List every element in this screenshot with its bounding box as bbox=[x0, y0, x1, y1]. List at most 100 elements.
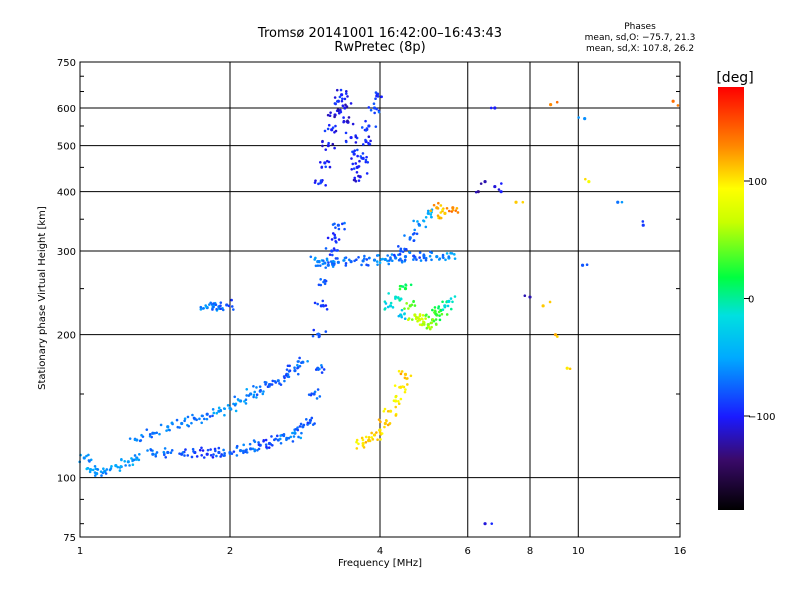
scatter-point bbox=[283, 379, 286, 383]
scatter-point bbox=[321, 299, 325, 303]
scatter-point bbox=[330, 128, 334, 132]
scatter-point bbox=[351, 162, 355, 166]
scatter-point bbox=[523, 294, 527, 298]
scatter-point bbox=[354, 162, 358, 165]
x-tick-label: 16 bbox=[674, 546, 687, 557]
scatter-point bbox=[212, 411, 216, 415]
scatter-point bbox=[412, 239, 416, 243]
scatter-point bbox=[304, 418, 308, 421]
scatter-point bbox=[397, 402, 401, 406]
scatter-point bbox=[333, 115, 336, 119]
scatter-point bbox=[378, 431, 382, 434]
scatter-point bbox=[242, 443, 245, 447]
scatter-point bbox=[398, 284, 402, 288]
scatter-point bbox=[199, 308, 203, 311]
y-tick-label: 200 bbox=[57, 331, 76, 342]
scatter-point bbox=[406, 383, 409, 386]
scatter-point bbox=[354, 135, 358, 139]
scatter-point bbox=[252, 393, 256, 397]
scatter-point bbox=[317, 182, 320, 186]
scatter-point bbox=[159, 423, 163, 427]
scatter-point bbox=[308, 418, 313, 422]
scatter-point bbox=[212, 305, 215, 309]
scatter-point bbox=[372, 106, 377, 110]
scatter-point bbox=[334, 239, 337, 243]
scatter-point bbox=[368, 142, 372, 146]
scatter-point bbox=[332, 263, 335, 267]
scatter-point bbox=[162, 453, 166, 457]
scatter-point bbox=[337, 238, 341, 241]
scatter-point bbox=[342, 259, 345, 262]
scatter-point bbox=[556, 335, 559, 338]
scatter-point bbox=[327, 123, 331, 127]
scatter-point bbox=[400, 314, 403, 317]
scatter-point bbox=[140, 433, 143, 437]
scatter-point bbox=[424, 258, 428, 262]
scatter-point bbox=[116, 465, 120, 469]
scatter-point bbox=[447, 255, 451, 258]
scatter-point bbox=[407, 307, 410, 310]
scatter-point bbox=[455, 207, 459, 210]
scatter-point bbox=[449, 251, 452, 255]
scatter-point bbox=[274, 381, 278, 384]
scatter-point bbox=[233, 395, 237, 399]
scatter-point bbox=[166, 425, 170, 429]
scatter-point bbox=[403, 317, 407, 321]
scatter-point bbox=[357, 174, 360, 178]
x-tick-label: 8 bbox=[527, 546, 533, 557]
scatter-point bbox=[384, 302, 388, 305]
scatter-point bbox=[432, 319, 436, 323]
scatter-point bbox=[405, 302, 408, 305]
scatter-point bbox=[192, 416, 196, 420]
scatter-point bbox=[429, 215, 433, 219]
scatter-point bbox=[375, 260, 379, 263]
scatter-point bbox=[419, 259, 423, 262]
scatter-point bbox=[676, 104, 680, 107]
scatter-point bbox=[451, 208, 455, 212]
scatter-point bbox=[424, 314, 427, 317]
scatter-point bbox=[390, 259, 394, 263]
scatter-point bbox=[381, 257, 385, 261]
scatter-point bbox=[335, 100, 339, 103]
scatter-point bbox=[426, 211, 430, 216]
colorbar-ticks: 100 0 −100 bbox=[744, 177, 775, 423]
scatter-point bbox=[430, 251, 434, 255]
scatter-point bbox=[483, 522, 487, 526]
scatter-point bbox=[320, 371, 324, 374]
scatter-point bbox=[298, 356, 301, 360]
scatter-point bbox=[397, 369, 401, 373]
scatter-point bbox=[279, 383, 283, 386]
scatter-point bbox=[180, 421, 184, 426]
scatter-point bbox=[410, 303, 414, 307]
scatter-point bbox=[226, 404, 230, 407]
scatter-point bbox=[235, 454, 239, 457]
scatter-point bbox=[286, 373, 290, 376]
scatter-point bbox=[364, 160, 368, 164]
scatter-point bbox=[326, 113, 330, 117]
scatter-point bbox=[336, 249, 339, 252]
scatter-point bbox=[317, 335, 321, 339]
scatter-point bbox=[326, 144, 330, 148]
scatter-point bbox=[249, 447, 253, 451]
scatter-point bbox=[355, 447, 359, 450]
scatter-point bbox=[331, 126, 335, 129]
scatter-point bbox=[453, 257, 457, 260]
scatter-point bbox=[313, 390, 317, 394]
scatter-point bbox=[418, 256, 421, 259]
scatter-point bbox=[352, 150, 355, 154]
scatter-point bbox=[425, 326, 429, 330]
scatter-point bbox=[126, 460, 130, 464]
scatter-point bbox=[441, 308, 445, 312]
scatter-point bbox=[387, 262, 391, 266]
scatter-point bbox=[347, 258, 351, 262]
scatter-point bbox=[89, 458, 93, 462]
scatter-point bbox=[331, 142, 335, 146]
scatter-point bbox=[184, 448, 187, 451]
scatter-point bbox=[397, 400, 400, 403]
scatter-point bbox=[200, 453, 204, 457]
scatter-point bbox=[190, 421, 193, 425]
scatter-point bbox=[322, 304, 325, 308]
scatter-point bbox=[149, 448, 153, 452]
scatter-point bbox=[229, 407, 233, 411]
scatter-point bbox=[424, 317, 427, 320]
